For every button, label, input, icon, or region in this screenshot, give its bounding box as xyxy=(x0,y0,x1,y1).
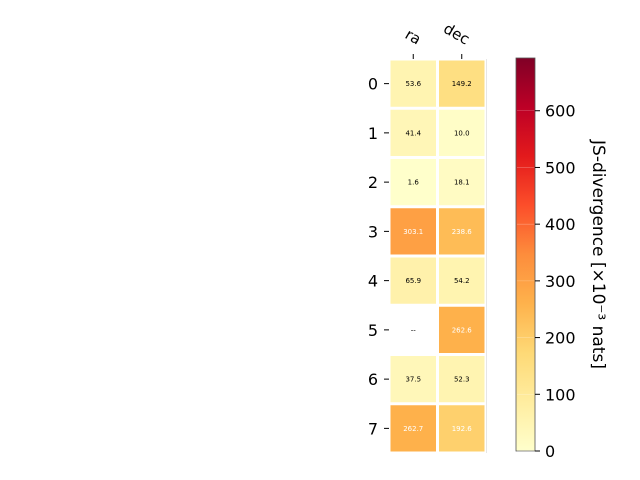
row-labels: 0 1 2 3 4 5 6 7 xyxy=(368,75,389,438)
row-label: 1 xyxy=(368,124,378,143)
colorbar-tick-label: 100 xyxy=(545,385,576,404)
row-label: 3 xyxy=(368,222,378,241)
cell-label: 53.6 xyxy=(405,80,421,88)
cell-label: 37.5 xyxy=(405,376,421,384)
heatmap-cells: 53.6 149.2 41.4 10.0 1.6 18.1 303.1 238.6 65.9 54… xyxy=(390,59,487,453)
row-label: 5 xyxy=(368,321,378,340)
column-label: ra xyxy=(402,25,424,48)
heatmap-cell xyxy=(439,257,485,304)
colorbar-tick-label: 400 xyxy=(545,215,576,234)
row-label: 4 xyxy=(368,272,378,291)
row-label: 6 xyxy=(368,370,378,389)
cell-label: 192.6 xyxy=(452,425,473,433)
heatmap-cell xyxy=(390,405,436,452)
heatmap-cell xyxy=(390,60,436,107)
column-label: dec xyxy=(440,19,472,48)
colorbar-tick-label: 200 xyxy=(545,329,576,348)
colorbar: 0 100 200 300 400 500 600 JS-divergence [×10⁻³ … xyxy=(515,57,608,461)
heatmap-cell xyxy=(439,306,485,353)
row-label: 7 xyxy=(368,419,378,438)
cell-label: -- xyxy=(411,326,417,334)
heatmap-cell xyxy=(390,208,436,255)
heatmap-cell xyxy=(390,109,436,156)
heatmap-cell xyxy=(439,405,485,452)
column-labels: ra dec xyxy=(402,19,473,59)
colorbar-label: JS-divergence [×10⁻³ nats] xyxy=(588,139,608,369)
cell-label: 1.6 xyxy=(408,179,420,187)
cell-label: 10.0 xyxy=(454,129,470,137)
heatmap-cell xyxy=(390,356,436,403)
cell-label: 262.6 xyxy=(452,326,473,334)
heatmap-cell xyxy=(439,208,485,255)
heatmap-cell xyxy=(439,159,485,206)
cell-label: 238.6 xyxy=(452,228,473,236)
colorbar-tick-label: 0 xyxy=(545,442,555,461)
colorbar-bar xyxy=(515,57,536,452)
heatmap-cell xyxy=(439,109,485,156)
cell-label: 303.1 xyxy=(403,228,423,236)
heatmap-cell xyxy=(439,60,485,107)
cell-label: 18.1 xyxy=(454,179,470,187)
cell-label: 52.3 xyxy=(454,376,470,384)
colorbar-tick-label: 600 xyxy=(545,102,576,121)
cell-label: 262.7 xyxy=(403,425,423,433)
heatmap-cell xyxy=(390,159,436,206)
cell-label: 41.4 xyxy=(405,129,421,137)
colorbar-tick-label: 300 xyxy=(545,272,576,291)
row-label: 2 xyxy=(368,173,378,192)
cell-label: 54.2 xyxy=(454,277,470,285)
cell-label: 149.2 xyxy=(452,80,472,88)
heatmap-cell xyxy=(390,257,436,304)
row-label: 0 xyxy=(368,75,378,94)
cell-label: 65.9 xyxy=(405,277,421,285)
heatmap-cell xyxy=(439,356,485,403)
colorbar-tick-label: 500 xyxy=(545,158,576,177)
